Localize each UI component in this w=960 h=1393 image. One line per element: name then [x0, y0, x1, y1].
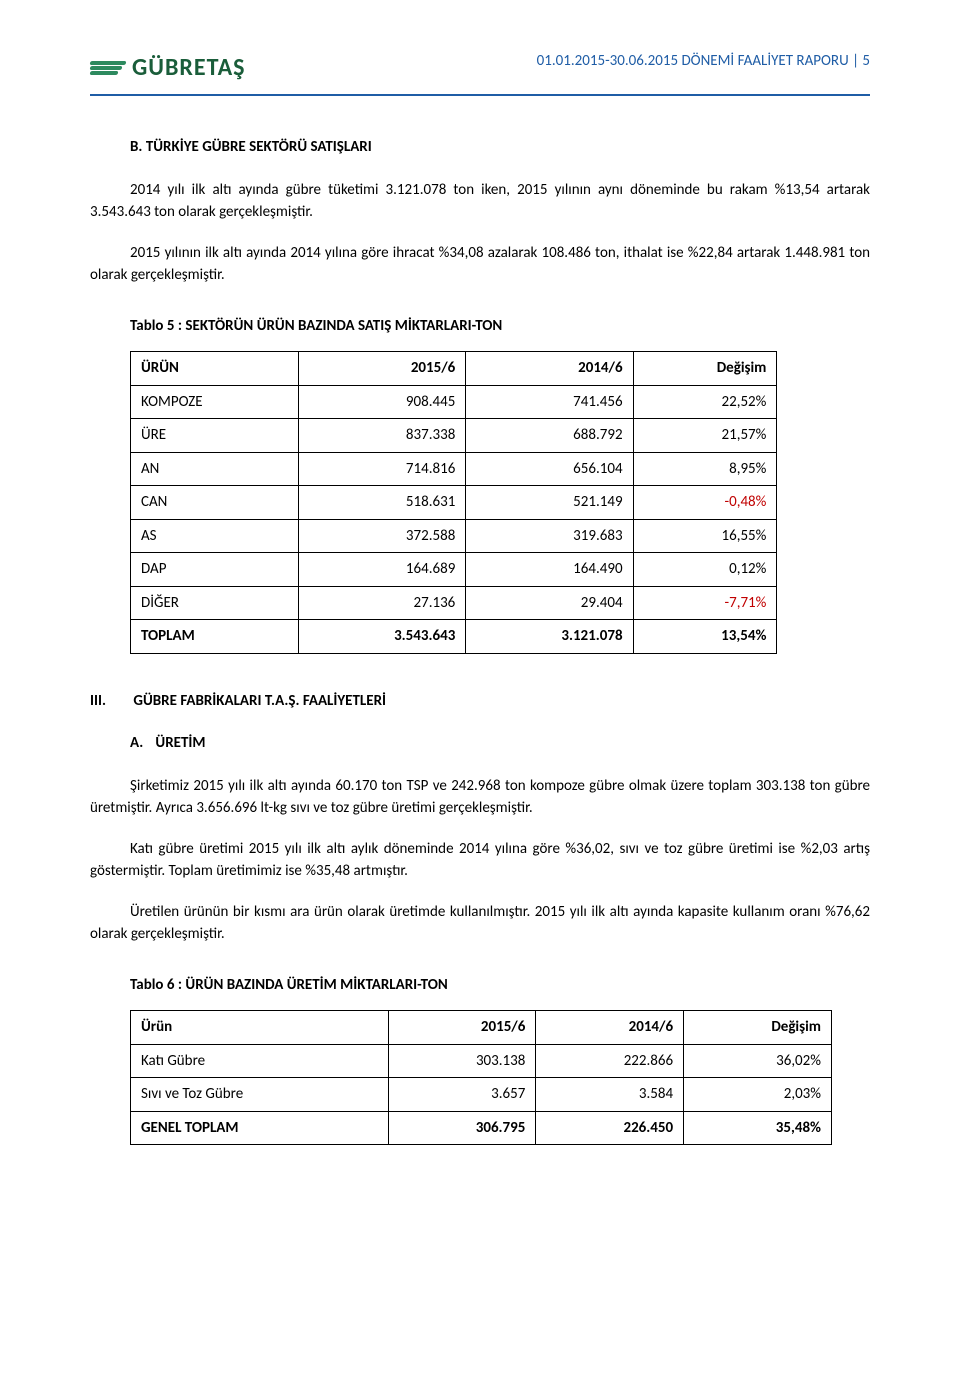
row-cell: 714.816	[299, 452, 466, 486]
section-iii-title: GÜBRE FABRİKALARI T.A.Ş. FAALİYETLERİ	[133, 692, 386, 710]
table5-title: Tablo 5 : SEKTÖRÜN ÜRÜN BAZINDA SATIŞ Mİ…	[130, 315, 870, 338]
table6-header-row: Ürün 2015/6 2014/6 Değişim	[131, 1011, 832, 1045]
table5-h0: ÜRÜN	[131, 352, 299, 386]
row-cell: 3.657	[388, 1078, 536, 1112]
row-cell: 13,54%	[633, 620, 777, 654]
table-row: Sıvı ve Toz Gübre3.6573.5842,03%	[131, 1078, 832, 1112]
table-row: KOMPOZE908.445741.45622,52%	[131, 385, 777, 419]
row-label: Katı Gübre	[131, 1044, 389, 1078]
row-cell: 306.795	[388, 1111, 536, 1145]
row-cell: 656.104	[466, 452, 633, 486]
row-cell: 29.404	[466, 586, 633, 620]
section-a-title: ÜRETİM	[155, 734, 205, 752]
row-label: DAP	[131, 553, 299, 587]
row-cell: 3.121.078	[466, 620, 633, 654]
row-label: Sıvı ve Toz Gübre	[131, 1078, 389, 1112]
row-cell: 521.149	[466, 486, 633, 520]
table5-h3: Değişim	[633, 352, 777, 386]
table6-title: Tablo 6 : ÜRÜN BAZINDA ÜRETİM MİKTARLARI…	[130, 974, 870, 997]
row-cell: 688.792	[466, 419, 633, 453]
logo-text: GÜBRETAŞ	[132, 50, 246, 86]
row-cell: 837.338	[299, 419, 466, 453]
row-label: TOPLAM	[131, 620, 299, 654]
row-cell: 8,95%	[633, 452, 777, 486]
row-cell: 21,57%	[633, 419, 777, 453]
table6: Ürün 2015/6 2014/6 Değişim Katı Gübre303…	[130, 1010, 832, 1145]
table5-header-row: ÜRÜN 2015/6 2014/6 Değişim	[131, 352, 777, 386]
row-label: AN	[131, 452, 299, 486]
row-cell: 222.866	[536, 1044, 684, 1078]
section-b-label: B.	[130, 138, 142, 156]
row-cell: 164.490	[466, 553, 633, 587]
company-logo: GÜBRETAŞ	[90, 50, 246, 86]
row-cell: 27.136	[299, 586, 466, 620]
row-cell: 908.445	[299, 385, 466, 419]
row-label: CAN	[131, 486, 299, 520]
row-cell: -7,71%	[633, 586, 777, 620]
table-row: DİĞER27.13629.404-7,71%	[131, 586, 777, 620]
section-b-para1: 2014 yılı ilk altı ayında gübre tüketimi…	[90, 179, 870, 224]
table-row: AN714.816656.1048,95%	[131, 452, 777, 486]
section-b-para2: 2015 yılının ilk altı ayında 2014 yılına…	[90, 242, 870, 287]
row-cell: 35,48%	[684, 1111, 832, 1145]
row-label: GENEL TOPLAM	[131, 1111, 389, 1145]
row-cell: 741.456	[466, 385, 633, 419]
row-cell: 319.683	[466, 519, 633, 553]
table-row: DAP164.689164.4900,12%	[131, 553, 777, 587]
row-label: ÜRE	[131, 419, 299, 453]
row-label: DİĞER	[131, 586, 299, 620]
table-row: ÜRE837.338688.79221,57%	[131, 419, 777, 453]
row-cell: 3.543.643	[299, 620, 466, 654]
table-row: TOPLAM3.543.6433.121.07813,54%	[131, 620, 777, 654]
section-a-heading: A. ÜRETİM	[130, 732, 870, 755]
row-cell: 372.588	[299, 519, 466, 553]
table6-h0: Ürün	[131, 1011, 389, 1045]
header-report-label: 01.01.2015-30.06.2015 DÖNEMİ FAALİYET RA…	[537, 50, 870, 73]
table-row: GENEL TOPLAM306.795226.45035,48%	[131, 1111, 832, 1145]
row-cell: 36,02%	[684, 1044, 832, 1078]
section-a-label: A.	[130, 732, 152, 755]
section-a-para3: Üretilen ürünün bir kısmı ara ürün olara…	[90, 901, 870, 946]
table6-h1: 2015/6	[388, 1011, 536, 1045]
logo-waves-icon	[90, 61, 126, 75]
row-cell: 164.689	[299, 553, 466, 587]
section-a-para1: Şirketimiz 2015 yılı ilk altı ayında 60.…	[90, 775, 870, 820]
table-row: AS372.588319.68316,55%	[131, 519, 777, 553]
table5: ÜRÜN 2015/6 2014/6 Değişim KOMPOZE908.44…	[130, 351, 777, 654]
row-label: AS	[131, 519, 299, 553]
section-iii-roman: III.	[90, 690, 130, 713]
row-cell: 3.584	[536, 1078, 684, 1112]
row-cell: 0,12%	[633, 553, 777, 587]
table-row: Katı Gübre303.138222.86636,02%	[131, 1044, 832, 1078]
row-cell: 518.631	[299, 486, 466, 520]
table5-h1: 2015/6	[299, 352, 466, 386]
table6-h3: Değişim	[684, 1011, 832, 1045]
section-b-title: TÜRKİYE GÜBRE SEKTÖRÜ SATIŞLARI	[146, 138, 372, 156]
section-a-para2: Katı gübre üretimi 2015 yılı ilk altı ay…	[90, 838, 870, 883]
header-rule	[90, 94, 870, 96]
table6-h2: 2014/6	[536, 1011, 684, 1045]
row-cell: 303.138	[388, 1044, 536, 1078]
row-cell: 226.450	[536, 1111, 684, 1145]
row-cell: 2,03%	[684, 1078, 832, 1112]
table5-h2: 2014/6	[466, 352, 633, 386]
row-cell: 16,55%	[633, 519, 777, 553]
row-cell: 22,52%	[633, 385, 777, 419]
page-header: GÜBRETAŞ 01.01.2015-30.06.2015 DÖNEMİ FA…	[90, 50, 870, 86]
table-row: CAN518.631521.149-0,48%	[131, 486, 777, 520]
row-label: KOMPOZE	[131, 385, 299, 419]
row-cell: -0,48%	[633, 486, 777, 520]
section-b-heading: B. TÜRKİYE GÜBRE SEKTÖRÜ SATIŞLARI	[130, 136, 870, 159]
section-iii-heading: III. GÜBRE FABRİKALARI T.A.Ş. FAALİYETLE…	[90, 690, 870, 713]
